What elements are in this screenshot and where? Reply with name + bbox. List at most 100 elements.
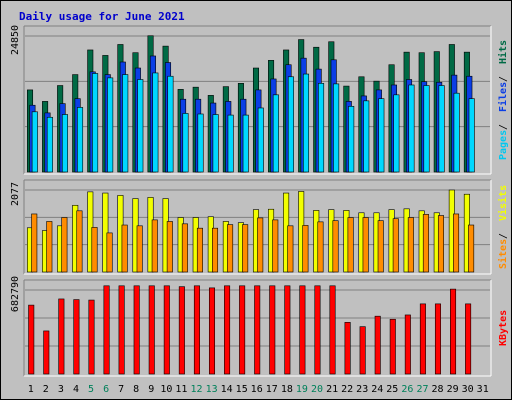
bar-kbytes-day-1 [28,304,35,375]
x-tick-label-day-10: 10 [160,384,172,395]
bar-kbytes-day-3 [58,298,65,375]
bar-sites-day-27 [422,214,429,273]
legend-label-files: Files [497,82,509,112]
x-axis-labels: 1 2 3 4 5 6 7 8 9 10 11 12 13 14 15 16 17 18 19 20 21 22 23 24 2… [28,384,489,395]
bar-pages-day-11 [182,113,189,173]
x-tick-label-day-20: 20 [311,384,323,395]
bar-pages-day-10 [167,75,174,173]
x-tick-label-day-12: 12 [190,384,202,395]
bar-kbytes-day-22 [344,322,351,375]
bar-pages-day-9 [152,72,159,173]
bar-pages-day-5 [92,73,99,173]
bar-pages-day-18 [287,76,294,173]
bar-sites-day-26 [407,217,414,273]
legend-label-sites: Sites [497,239,509,269]
bar-kbytes-day-5 [88,299,95,375]
bar-pages-day-25 [393,94,400,173]
panel-visits-sites: 2077 Sites / Visits [10,179,509,275]
bar-pages-day-26 [408,84,415,173]
bar-pages-day-13 [212,114,219,173]
bar-kbytes-day-12 [193,285,200,375]
legend-label-kbytes: KBytes [498,310,509,346]
bar-kbytes-day-27 [419,303,426,375]
x-tick-label-day-1: 1 [28,384,34,395]
bar-pages-day-21 [333,83,340,173]
bar-kbytes-day-17 [269,285,276,375]
x-tick-label-day-28: 28 [431,384,443,395]
x-tick-label-day-26: 26 [401,384,413,395]
bar-sites-day-21 [332,220,339,273]
bar-kbytes-day-16 [254,285,261,375]
x-tick-label-day-14: 14 [221,384,233,395]
bar-sites-day-15 [242,224,249,273]
x-tick-label-day-22: 22 [341,384,353,395]
bar-sites-day-3 [61,217,68,273]
bar-pages-day-7 [122,74,129,173]
x-tick-label-day-27: 27 [416,384,428,395]
bar-kbytes-day-28 [434,303,441,375]
bar-pages-day-30 [468,98,475,173]
bar-sites-day-18 [287,225,294,273]
bar-kbytes-day-26 [404,314,411,375]
x-tick-label-day-3: 3 [58,384,64,395]
bar-kbytes-day-23 [359,326,366,375]
bar-pages-day-2 [46,116,53,173]
bar-sites-day-17 [272,219,279,273]
x-tick-label-day-2: 2 [43,384,49,395]
x-tick-label-day-6: 6 [103,384,109,395]
bar-kbytes-day-10 [163,285,170,375]
bar-kbytes-day-15 [239,285,246,375]
bar-pages-day-22 [348,106,355,173]
bar-sites-day-8 [136,225,143,273]
bar-sites-day-1 [31,213,38,273]
bar-pages-day-20 [318,83,325,173]
bar-sites-day-19 [302,225,309,273]
bar-kbytes-day-18 [284,285,291,375]
x-tick-label-day-24: 24 [371,384,383,395]
bar-sites-day-30 [468,224,475,273]
bar-pages-day-6 [107,77,114,173]
x-tick-label-day-17: 17 [266,384,278,395]
bar-kbytes-day-11 [178,286,185,375]
bar-sites-day-13 [212,227,219,273]
panel-max-label: 682790 [10,276,21,312]
x-tick-label-day-25: 25 [386,384,398,395]
bar-pages-day-23 [363,100,370,173]
bar-pages-day-16 [257,107,264,173]
legend-label-pages: Pages [498,130,509,160]
x-tick-label-day-18: 18 [281,384,293,395]
bar-kbytes-day-29 [450,288,457,375]
x-tick-label-day-16: 16 [251,384,263,395]
panel-max-label: 24850 [10,25,21,55]
bar-kbytes-day-19 [299,285,306,375]
bar-sites-day-12 [196,227,203,273]
legend-label-visits: Visits [497,185,509,221]
bar-pages-day-17 [272,94,279,173]
x-tick-label-day-11: 11 [175,384,187,395]
x-tick-label-day-30: 30 [462,384,474,395]
legend-separator: / [498,76,509,82]
bar-kbytes-day-9 [148,285,155,375]
x-tick-label-day-15: 15 [236,384,248,395]
bar-kbytes-day-21 [329,285,336,375]
bar-sites-day-16 [257,217,264,273]
bar-sites-day-28 [437,215,444,273]
bar-pages-day-12 [197,113,204,173]
legend-label-hits: Hits [497,40,509,64]
bar-kbytes-day-2 [43,330,50,375]
bar-visits-day-6 [102,192,109,273]
bar-kbytes-day-13 [208,287,216,375]
x-tick-label-day-31: 31 [477,384,489,395]
bar-kbytes-day-14 [224,285,231,375]
bar-sites-day-20 [317,221,324,273]
bar-pages-day-27 [423,85,430,173]
bar-sites-day-25 [392,218,399,273]
x-tick-label-day-8: 8 [133,384,139,395]
bar-sites-day-7 [121,224,128,273]
bar-sites-day-9 [151,219,158,273]
legend-separator: / [498,124,509,130]
bar-pages-day-19 [302,73,310,173]
bar-pages-day-1 [31,111,38,173]
bar-kbytes-day-24 [374,315,381,375]
bar-sites-day-10 [166,221,173,273]
